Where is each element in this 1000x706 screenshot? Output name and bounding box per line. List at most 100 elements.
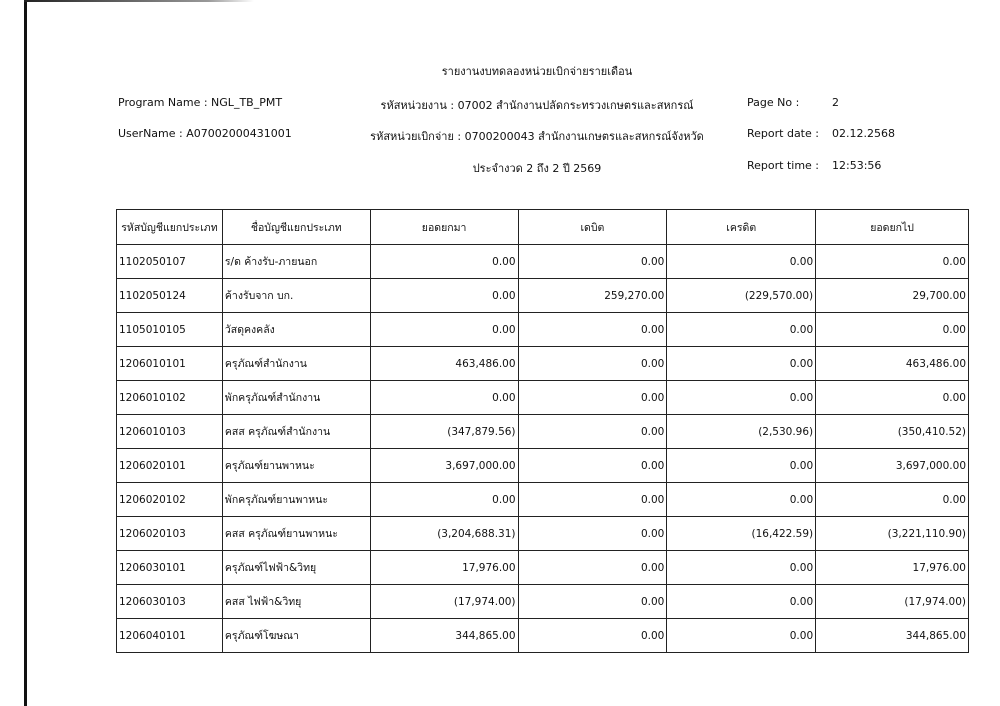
cell-account-code: 1206010101 — [116, 346, 223, 381]
scan-edge-top — [24, 0, 254, 2]
cell-debit: 0.00 — [517, 312, 668, 347]
table-row: 1206020102 พักครุภัณฑ์ยานพาหนะ 0.00 0.00 0.0… — [116, 482, 969, 517]
cell-credit: 0.00 — [666, 584, 817, 619]
cell-opening-balance: (347,879.56) — [369, 414, 519, 449]
cell-opening-balance: 3,697,000.00 — [369, 448, 519, 483]
cell-closing-balance: (350,410.52) — [815, 414, 969, 449]
cell-debit: 0.00 — [517, 244, 668, 279]
cell-account-name: ครุภัณฑ์ยานพาหนะ — [221, 448, 371, 483]
cell-credit: 0.00 — [666, 448, 817, 483]
program-name: Program Name : NGL_TB_PMT — [118, 96, 283, 109]
report-title: รายงานงบทดลองหน่วยเบิกจ่ายรายเดือน — [441, 65, 633, 78]
cell-debit: 0.00 — [517, 482, 668, 517]
cell-closing-balance: 0.00 — [815, 482, 969, 517]
page-no: 2 — [832, 96, 839, 109]
cell-debit: 0.00 — [517, 380, 668, 415]
cell-credit: (2,530.96) — [666, 414, 817, 449]
cell-opening-balance: 17,976.00 — [369, 550, 519, 585]
cell-debit: 0.00 — [517, 414, 668, 449]
table-row: 1206010103 คสส ครุภัณฑ์สำนักงาน (347,879.5… — [116, 414, 969, 449]
cell-credit: 0.00 — [666, 550, 817, 585]
report-time-label: Report time : — [747, 159, 820, 172]
column-header-account-name: ชื่อบัญชีแยกประเภท — [221, 209, 371, 245]
cell-account-name: ครุภัณฑ์โฆษณา — [221, 618, 371, 653]
cell-closing-balance: 0.00 — [815, 312, 969, 347]
cell-account-name: คสส ครุภัณฑ์สำนักงาน — [221, 414, 371, 449]
cell-credit: 0.00 — [666, 482, 817, 517]
cell-account-code: 1105010105 — [116, 312, 223, 347]
agency: รหัสหน่วยงาน : 07002 สำนักงานปลัดกระทรวง… — [380, 99, 694, 112]
cell-opening-balance: 0.00 — [369, 482, 519, 517]
cell-account-name: ค้างรับจาก บก. — [221, 278, 371, 313]
period: ประจำงวด 2 ถึง 2 ปี 2569 — [472, 162, 602, 175]
cell-opening-balance: (3,204,688.31) — [369, 516, 519, 551]
cell-opening-balance: 344,865.00 — [369, 618, 519, 653]
scan-edge-left — [24, 0, 27, 706]
table-row: 1102050124 ค้างรับจาก บก. 0.00 259,270.00 (2… — [116, 278, 969, 313]
table-header-row: รหัสบัญชีแยกประเภท ชื่อบัญชีแยกประเภท ยอดย… — [116, 209, 969, 245]
table-row: 1206020101 ครุภัณฑ์ยานพาหนะ 3,697,000.00 0.… — [116, 448, 969, 483]
cell-account-name: พักครุภัณฑ์ยานพาหนะ — [221, 482, 371, 517]
cell-account-name: ครุภัณฑ์สำนักงาน — [221, 346, 371, 381]
cell-opening-balance: 463,486.00 — [369, 346, 519, 381]
cell-closing-balance: 17,976.00 — [815, 550, 969, 585]
column-header-debit: เดบิต — [517, 209, 668, 245]
cell-credit: 0.00 — [666, 618, 817, 653]
cell-credit: 0.00 — [666, 244, 817, 279]
trial-balance-table: รหัสบัญชีแยกประเภท ชื่อบัญชีแยกประเภท ยอดย… — [116, 209, 969, 653]
cell-account-name: ครุภัณฑ์ไฟฟ้า&วิทยุ — [221, 550, 371, 585]
cell-closing-balance: (3,221,110.90) — [815, 516, 969, 551]
report-time: 12:53:56 — [832, 159, 882, 172]
disbursing-unit: รหัสหน่วยเบิกจ่าย : 0700200043 สำนักงานเ… — [370, 130, 704, 143]
cell-debit: 259,270.00 — [517, 278, 668, 313]
cell-credit: 0.00 — [666, 312, 817, 347]
cell-account-code: 1206010102 — [116, 380, 223, 415]
cell-credit: (229,570.00) — [666, 278, 817, 313]
cell-opening-balance: (17,974.00) — [369, 584, 519, 619]
page-no-label: Page No : — [747, 96, 800, 109]
cell-credit: 0.00 — [666, 346, 817, 381]
cell-account-code: 1206010103 — [116, 414, 223, 449]
cell-opening-balance: 0.00 — [369, 312, 519, 347]
cell-account-code: 1206020102 — [116, 482, 223, 517]
cell-closing-balance: 463,486.00 — [815, 346, 969, 381]
cell-credit: 0.00 — [666, 380, 817, 415]
column-header-account-code: รหัสบัญชีแยกประเภท — [116, 209, 223, 245]
cell-account-code: 1206020103 — [116, 516, 223, 551]
cell-closing-balance: 29,700.00 — [815, 278, 969, 313]
table-row: 1102050107 ร/ด ค้างรับ-ภายนอก 0.00 0.00 0.00… — [116, 244, 969, 279]
cell-account-name: พักครุภัณฑ์สำนักงาน — [221, 380, 371, 415]
cell-debit: 0.00 — [517, 346, 668, 381]
cell-opening-balance: 0.00 — [369, 244, 519, 279]
cell-account-name: ร/ด ค้างรับ-ภายนอก — [221, 244, 371, 279]
cell-closing-balance: 0.00 — [815, 244, 969, 279]
cell-account-name: คสส ไฟฟ้า&วิทยุ — [221, 584, 371, 619]
cell-debit: 0.00 — [517, 448, 668, 483]
table-row: 1206030101 ครุภัณฑ์ไฟฟ้า&วิทยุ 17,976.00 0.… — [116, 550, 969, 585]
cell-credit: (16,422.59) — [666, 516, 817, 551]
table-row: 1206020103 คสส ครุภัณฑ์ยานพาหนะ (3,204,688… — [116, 516, 969, 551]
cell-account-name: วัสดุคงคลัง — [221, 312, 371, 347]
cell-closing-balance: (17,974.00) — [815, 584, 969, 619]
cell-opening-balance: 0.00 — [369, 278, 519, 313]
report-date-label: Report date : — [747, 127, 819, 140]
cell-debit: 0.00 — [517, 550, 668, 585]
user-name: UserName : A07002000431001 — [118, 127, 292, 140]
cell-debit: 0.00 — [517, 516, 668, 551]
column-header-credit: เครดิต — [666, 209, 817, 245]
cell-closing-balance: 3,697,000.00 — [815, 448, 969, 483]
cell-account-code: 1206040101 — [116, 618, 223, 653]
cell-closing-balance: 0.00 — [815, 380, 969, 415]
column-header-opening-balance: ยอดยกมา — [369, 209, 519, 245]
table-row: 1206030103 คสส ไฟฟ้า&วิทยุ (17,974.00) 0.00… — [116, 584, 969, 619]
cell-debit: 0.00 — [517, 584, 668, 619]
cell-closing-balance: 344,865.00 — [815, 618, 969, 653]
table-row: 1206040101 ครุภัณฑ์โฆษณา 344,865.00 0.00 0.0… — [116, 618, 969, 653]
column-header-closing-balance: ยอดยกไป — [815, 209, 969, 245]
cell-opening-balance: 0.00 — [369, 380, 519, 415]
report-date: 02.12.2568 — [832, 127, 895, 140]
cell-account-code: 1102050107 — [116, 244, 223, 279]
cell-account-code: 1206020101 — [116, 448, 223, 483]
cell-debit: 0.00 — [517, 618, 668, 653]
table-row: 1206010101 ครุภัณฑ์สำนักงาน 463,486.00 0.00… — [116, 346, 969, 381]
